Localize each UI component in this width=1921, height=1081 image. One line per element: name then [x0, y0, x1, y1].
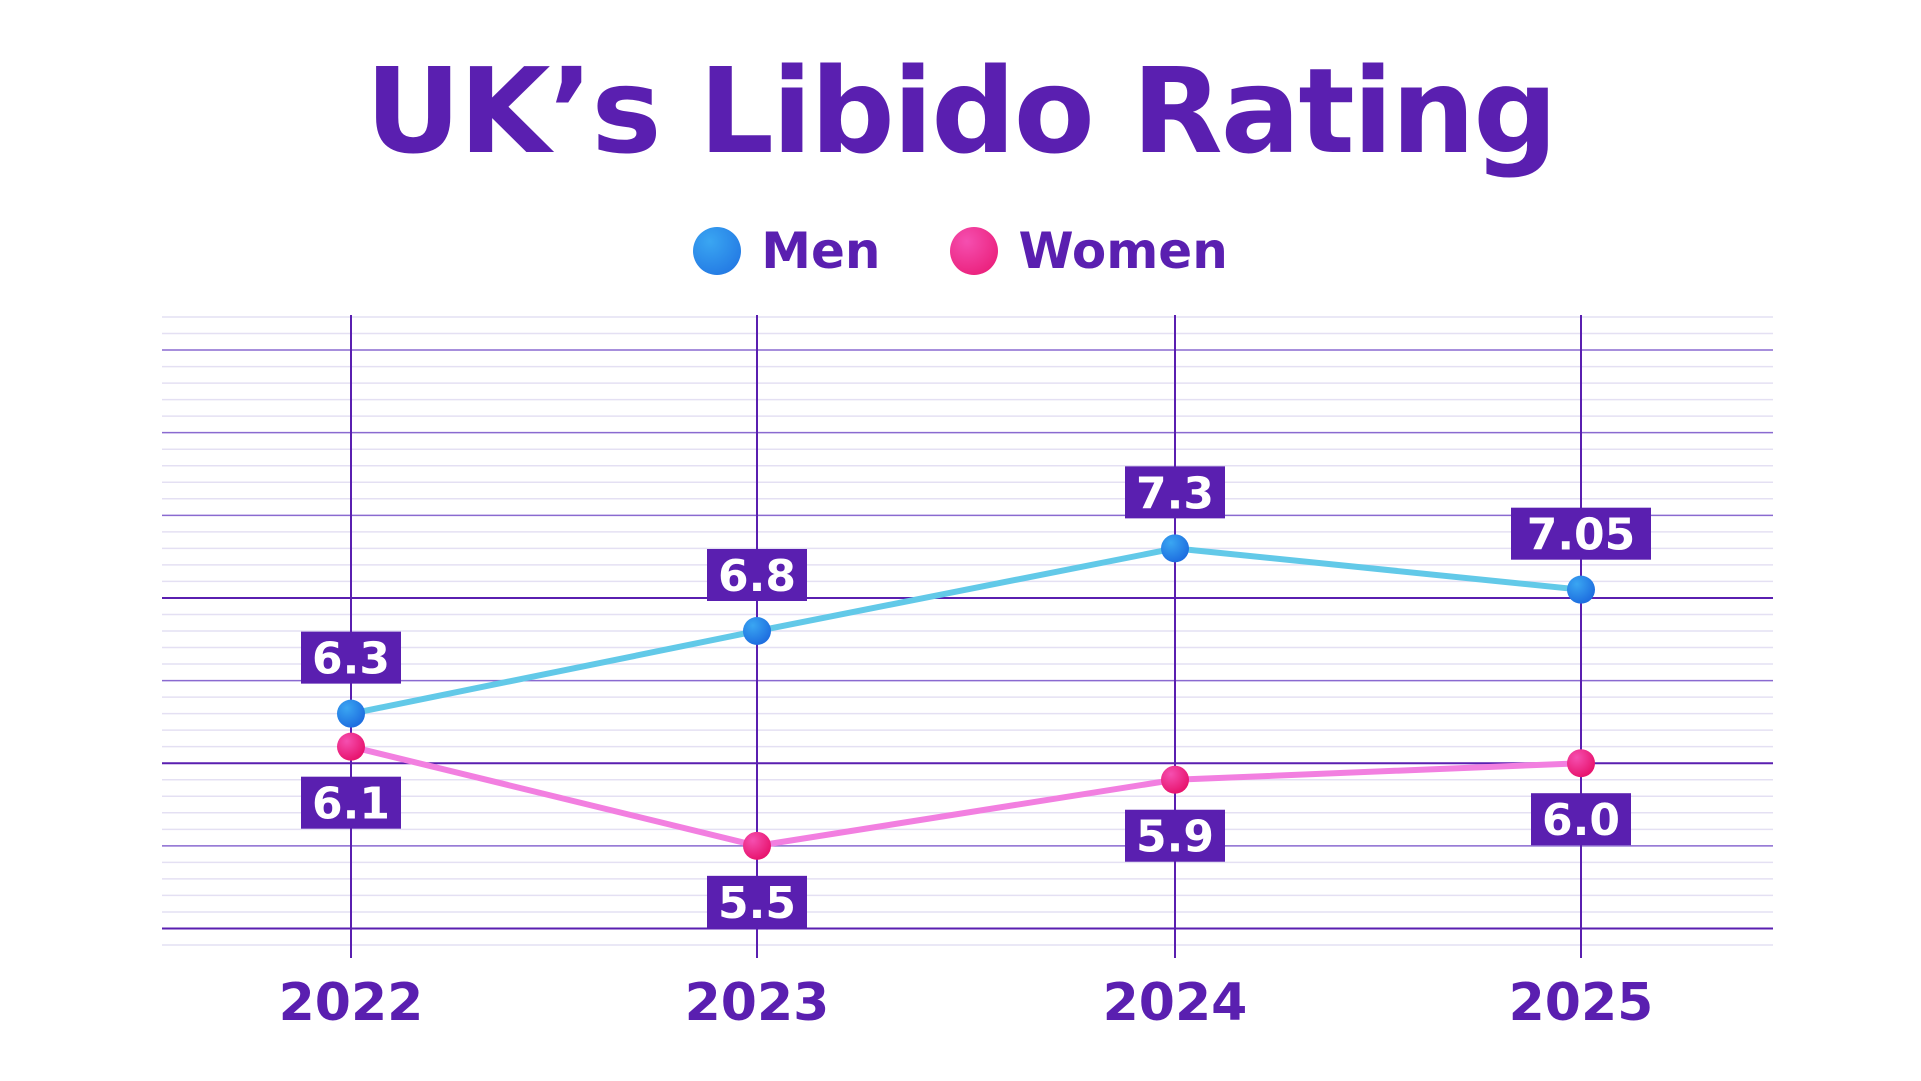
women-value-label-2024: 5.9 [1136, 812, 1214, 863]
women-point-2024 [1161, 765, 1189, 794]
women-point-2025 [1567, 749, 1595, 778]
x-tick-label-2024: 2024 [1103, 973, 1248, 1033]
women-series-line [348, 743, 1584, 849]
x-tick-label-2025: 2025 [1509, 973, 1654, 1033]
women-value-label-2025: 6.0 [1542, 795, 1620, 846]
data-labels: 6.3 6.8 7.3 7.05 6.1 5.5 5.9 6.0 [301, 466, 1651, 929]
x-tick-label-2022: 2022 [279, 973, 424, 1033]
women-value-label-2022: 6.1 [312, 779, 390, 830]
women-label-box-2024 [1125, 809, 1225, 862]
women-value-label-2023: 5.5 [718, 878, 796, 929]
women-label-box-2022 [301, 776, 401, 829]
men-point-2022 [337, 699, 365, 728]
men-value-label-2023: 6.8 [718, 551, 796, 602]
men-point-2024 [1161, 534, 1189, 563]
x-tick-label-2023: 2023 [685, 973, 830, 1033]
men-value-label-2024: 7.3 [1136, 468, 1214, 519]
chart-title: UK’s Libido Rating [365, 42, 1557, 180]
men-point-2025 [1567, 575, 1595, 604]
series-layer [337, 534, 1595, 860]
men-value-label-2022: 6.3 [312, 634, 390, 685]
men-legend-marker [693, 227, 742, 275]
legend-label-women: Women [1018, 222, 1228, 280]
men-label-box-2024 [1125, 466, 1225, 519]
men-series-line [348, 545, 1584, 717]
women-point-2022 [337, 732, 365, 761]
men-label-box-2022 [301, 631, 401, 684]
women-point-2023 [743, 831, 771, 860]
women-label-box-2025 [1531, 793, 1631, 846]
legend-label-men: Men [761, 222, 881, 280]
women-label-box-2023 [707, 875, 807, 928]
men-value-label-2025: 7.05 [1527, 510, 1636, 561]
legend-item-men: Men [693, 222, 880, 280]
legend: Men Women [0, 222, 1921, 280]
men-point-2023 [743, 617, 771, 645]
women-legend-marker [950, 227, 999, 275]
men-label-box-2025 [1511, 507, 1651, 560]
legend-item-women: Women [950, 222, 1228, 280]
x-axis-ticks: 2022 2023 2024 2025 [279, 973, 1654, 1033]
grid [162, 315, 1773, 958]
men-label-box-2023 [707, 549, 807, 601]
